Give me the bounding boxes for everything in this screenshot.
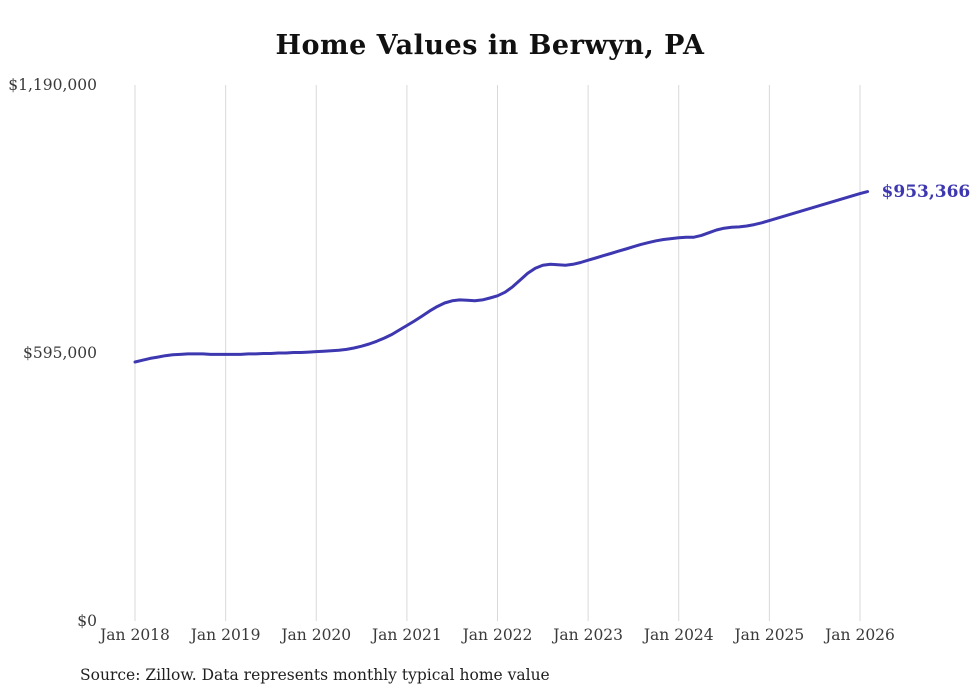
x-tick-label: Jan 2022 [462, 626, 533, 644]
y-tick-label: $595,000 [23, 344, 97, 362]
latest-value-label: $953,366 [881, 181, 971, 202]
x-tick-label: Jan 2026 [825, 626, 895, 644]
x-tick-label: Jan 2020 [281, 626, 352, 644]
value-line [133, 190, 870, 364]
y-tick-label: $1,190,000 [8, 76, 97, 94]
x-tick-label: Jan 2021 [371, 626, 442, 644]
x-tick-label: Jan 2023 [553, 626, 624, 644]
x-tick-label: Jan 2018 [100, 626, 170, 644]
chart-title: Home Values in Berwyn, PA [275, 30, 705, 61]
y-tick-label: $0 [77, 612, 97, 630]
x-tick-label: Jan 2024 [643, 626, 714, 644]
x-tick-label: Jan 2019 [190, 626, 261, 644]
source-note: Source: Zillow. Data represents monthly … [80, 666, 550, 684]
x-tick-label: Jan 2025 [734, 626, 805, 644]
